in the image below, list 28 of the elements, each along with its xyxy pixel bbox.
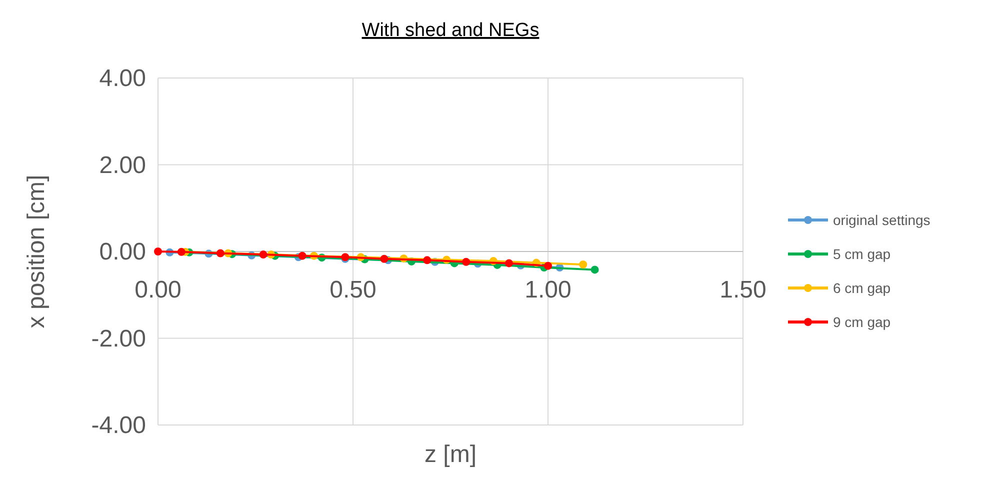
point: [177, 248, 186, 256]
point: [544, 262, 552, 270]
y-tick-label: 4.00: [99, 65, 146, 92]
x-tick-label: 0.50: [330, 276, 376, 304]
y-tick-label: -2.00: [91, 325, 146, 352]
point: [423, 256, 432, 264]
point: [590, 266, 599, 274]
point: [579, 260, 588, 269]
x-axis-title: z [m]: [424, 441, 476, 468]
legend-label: original settings: [833, 212, 930, 228]
point: [505, 259, 513, 268]
legend-label: 9 cm gap: [833, 314, 891, 330]
y-tick-label: -4.00: [91, 412, 146, 439]
x-tick-label: 0.00: [134, 276, 182, 304]
y-axis-title: x position [cm]: [23, 174, 50, 328]
point: [462, 258, 470, 266]
point: [380, 254, 388, 263]
point: [154, 248, 162, 256]
y-tick-label: 2.00: [99, 152, 146, 179]
chart-title: With shed and NEGs: [362, 20, 540, 41]
point: [298, 252, 306, 260]
x-tick-label: 1.00: [524, 276, 572, 304]
point: [259, 250, 268, 259]
legend-label: 5 cm gap: [833, 246, 891, 262]
point: [216, 249, 224, 258]
y-tick-label: 0.00: [99, 238, 146, 266]
x-tick-label: 1.50: [720, 276, 766, 304]
legend-label: 6 cm gap: [833, 280, 891, 296]
